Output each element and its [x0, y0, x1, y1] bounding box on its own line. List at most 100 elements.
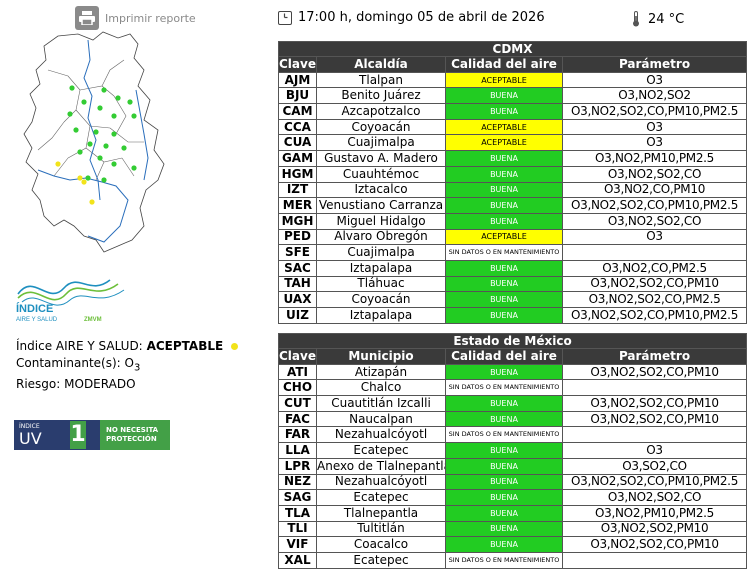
air-quality-badge: BUENA: [445, 504, 563, 522]
station-code: FAR: [278, 426, 317, 444]
station-code: BJU: [278, 87, 317, 105]
air-quality-badge: BUENA: [445, 307, 563, 324]
parameters: O3: [561, 228, 748, 246]
parameters: O3,NO2,SO2,CO: [561, 212, 748, 230]
station-code: XAL: [278, 551, 317, 569]
air-quality-badge: SIN DATOS O EN MANTENIMIENTO: [445, 379, 563, 397]
air-quality-badge: BUENA: [445, 212, 563, 230]
contaminant-label: Contaminante(s):: [16, 356, 121, 370]
contaminant-value: O: [124, 356, 134, 370]
air-quality-badge: BUENA: [445, 181, 563, 199]
cdmx-title: CDMX: [277, 41, 748, 57]
station-code: TLA: [278, 504, 317, 522]
air-quality-badge: BUENA: [445, 395, 563, 412]
uv-index-badge: ÍNDICE UV 1 NO NECESITA PROTECCIÓN: [14, 420, 184, 450]
air-quality-badge: BUENA: [445, 520, 563, 538]
air-quality-badge: BUENA: [445, 489, 563, 506]
printer-icon: [75, 6, 99, 30]
station-code: CUA: [278, 134, 317, 152]
air-quality-badge: BUENA: [445, 536, 563, 553]
station-location: Ecatepec: [316, 442, 446, 459]
risk-label: Riesgo:: [16, 377, 61, 392]
table-row: CUA Cuajimalpa ACEPTABLE O3: [278, 134, 748, 152]
air-quality-badge: BUENA: [445, 275, 563, 293]
index-value: ACEPTABLE: [146, 339, 224, 353]
air-quality-badge: BUENA: [445, 457, 563, 475]
column-header-clave: Clave: [278, 56, 317, 73]
column-header-calidad: Calidad del aire: [445, 348, 563, 365]
contaminant-subscript: 3: [134, 362, 141, 374]
station-code: LLA: [278, 442, 317, 459]
air-quality-badge: SIN DATOS O EN MANTENIMIENTO: [445, 244, 563, 261]
print-report-label: Imprimir reporte: [105, 11, 196, 25]
station-location: Venustiano Carranza: [316, 197, 446, 214]
table-row: SFE Cuajimalpa SIN DATOS O EN MANTENIMIENT…: [278, 244, 748, 261]
station-location: Ecatepec: [316, 489, 446, 506]
table-row: GAM Gustavo A. Madero BUENA O3,NO2,PM10,PM2…: [278, 150, 748, 167]
station-location: Tlalpan: [316, 71, 446, 89]
parameters: O3,NO2,SO2,CO,PM10,PM2.5: [561, 307, 748, 324]
station-code: CAM: [278, 103, 317, 120]
svg-text:ZMVM: ZMVM: [84, 317, 102, 323]
air-quality-badge: SIN DATOS O EN MANTENIMIENTO: [445, 426, 563, 444]
station-code: AJM: [278, 71, 317, 89]
station-location: Gustavo A. Madero: [316, 150, 446, 167]
clock-icon: [278, 10, 292, 25]
station-code: CCA: [278, 118, 317, 136]
column-header-calidad: Calidad del aire: [445, 56, 563, 73]
status-dot-icon: [231, 343, 239, 350]
svg-text:AIRE Y SALUD: AIRE Y SALUD: [16, 317, 58, 323]
parameters: O3,NO2,SO2,CO,PM2.5: [561, 291, 748, 308]
parameters: O3,NO2,SO2,CO,PM10: [561, 410, 748, 428]
table-row: MER Venustiano Carranza BUENA O3,NO2,SO2,CO…: [278, 197, 748, 214]
station-code: TLI: [278, 520, 317, 538]
edomex-table: Estado de México Clave Municipio Calidad…: [277, 333, 748, 569]
parameters: [561, 551, 748, 569]
print-report-button[interactable]: Imprimir reporte: [75, 6, 196, 30]
parameters: O3,NO2,SO2,CO,PM10: [561, 536, 748, 553]
station-code: TAH: [278, 275, 317, 293]
air-quality-badge: ACEPTABLE: [445, 228, 563, 246]
table-row: LLA Ecatepec BUENA O3: [278, 442, 748, 459]
column-header-parametro: Parámetro: [561, 348, 748, 365]
air-quality-badge: BUENA: [445, 150, 563, 167]
table-row: VIF Coacalco BUENA O3,NO2,SO2,CO,PM10: [278, 536, 748, 553]
station-code: HGM: [278, 165, 317, 183]
parameters: O3: [561, 134, 748, 152]
table-row: ATI Atizapán BUENA O3,NO2,SO2,CO,PM10: [278, 363, 748, 381]
parameters: O3,NO2,SO2,CO,PM10: [561, 395, 748, 412]
station-code: ATI: [278, 363, 317, 381]
station-code: SAG: [278, 489, 317, 506]
station-location: Coacalco: [316, 536, 446, 553]
column-header-clave: Clave: [278, 348, 317, 365]
station-location: Nezahualcóyotl: [316, 473, 446, 491]
parameters: O3,NO2,SO2,CO,PM10,PM2.5: [561, 197, 748, 214]
air-quality-badge: ACEPTABLE: [445, 134, 563, 152]
parameters: O3,SO2,CO: [561, 457, 748, 475]
parameters: O3,NO2,SO2,CO: [561, 165, 748, 183]
column-header-municipio: Municipio: [316, 348, 446, 365]
parameters: O3: [561, 71, 748, 89]
parameters: O3,NO2,SO2,CO,PM10: [561, 363, 748, 381]
station-location: Naucalpan: [316, 410, 446, 428]
air-quality-badge: ACEPTABLE: [445, 71, 563, 89]
uv-box: ÍNDICE UV 1: [14, 420, 100, 450]
station-location: Tlalnepantla: [316, 504, 446, 522]
parameters: O3: [561, 118, 748, 136]
parameters: O3,NO2,CO,PM2.5: [561, 259, 748, 277]
station-location: Tláhuac: [316, 275, 446, 293]
air-quality-badge: BUENA: [445, 259, 563, 277]
air-quality-badge: BUENA: [445, 410, 563, 428]
air-quality-badge: BUENA: [445, 165, 563, 183]
datetime-line: 17:00 h, domingo 05 de abril de 2026: [278, 10, 545, 25]
air-quality-badge: BUENA: [445, 197, 563, 214]
station-location: Álvaro Obregón: [316, 228, 446, 246]
stations-map: [23, 31, 165, 253]
column-header-alcaldia: Alcaldía: [316, 56, 446, 73]
parameters: O3,NO2,CO,PM10: [561, 181, 748, 199]
station-code: CUT: [278, 395, 317, 412]
cdmx-table: CDMX Clave Alcaldía Calidad del aire Par…: [277, 41, 748, 324]
air-quality-badge: BUENA: [445, 291, 563, 308]
table-row: TLI Tultitlán BUENA O3,NO2,SO2,PM10: [278, 520, 748, 538]
table-row: LPR Anexo de Tlalnepantla BUENA O3,SO2,CO: [278, 457, 748, 475]
